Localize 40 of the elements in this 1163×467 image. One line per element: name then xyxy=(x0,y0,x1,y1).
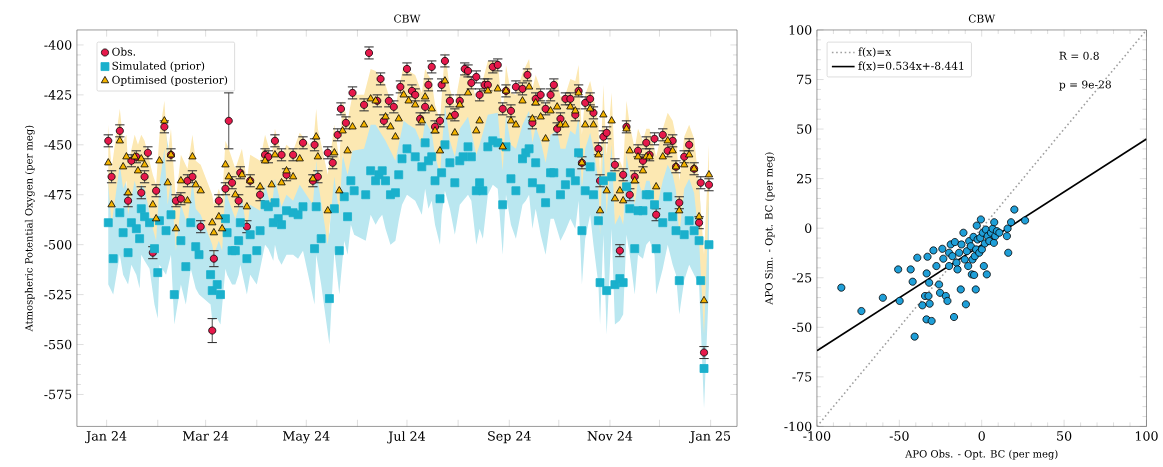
y-tick-label: -425 xyxy=(44,89,72,100)
annotation: R = 0.8 xyxy=(1059,51,1099,60)
chart-title: CBW xyxy=(968,14,996,23)
x-axis-title: APO Obs. - Opt. BC (per meg) xyxy=(905,449,1058,460)
y-tick-label: -25 xyxy=(792,272,812,283)
x-tick-label: Nov 24 xyxy=(587,430,633,441)
x-tick-label: Jan 24 xyxy=(85,430,127,443)
y-axis-title: Atmospheric Potential Oxygen (per meg) xyxy=(24,125,35,332)
y-tick-label: 25 xyxy=(796,173,812,184)
legend-label: Optimised (posterior) xyxy=(112,75,228,86)
x-tick-label: Jan 25 xyxy=(689,430,731,443)
y-tick-label: -500 xyxy=(44,239,72,250)
legend-label: f(x)=x xyxy=(858,47,892,57)
x-tick-label: Mar 24 xyxy=(182,430,229,441)
x-tick-label: 0 xyxy=(978,430,985,441)
y-tick-label: 50 xyxy=(797,124,812,134)
x-tick-label: 50 xyxy=(1057,430,1072,441)
x-tick-label: 100 xyxy=(1135,430,1158,441)
x-tick-label: Sep 24 xyxy=(488,430,531,443)
y-tick-label: 0 xyxy=(805,223,812,233)
y-tick-label: -550 xyxy=(44,339,72,350)
y-tick-label: 75 xyxy=(797,74,812,85)
y-tick-label: -75 xyxy=(792,371,812,382)
y-tick-label: -400 xyxy=(44,39,72,50)
y-tick-label: -525 xyxy=(44,289,72,300)
y-tick-label: -575 xyxy=(44,389,72,399)
y-tick-label: -50 xyxy=(792,322,812,332)
x-tick-label: May 24 xyxy=(283,430,330,444)
legend-label: Obs. xyxy=(112,47,136,56)
y-tick-label: -475 xyxy=(44,189,72,200)
chart-title: CBW xyxy=(394,14,421,23)
x-tick-label: Jul 24 xyxy=(387,430,426,444)
y-tick-label: -450 xyxy=(44,139,72,150)
y-tick-label: 100 xyxy=(789,24,812,35)
legend-label: Simulated (prior) xyxy=(112,61,205,72)
x-tick-label: -50 xyxy=(889,430,909,441)
y-axis-title: APO Sim. - Opt. BC (per meg) xyxy=(764,152,775,305)
annotation: p = 9e-28 xyxy=(1059,80,1111,91)
y-tick-label: -100 xyxy=(784,421,812,432)
legend-label: f(x)=0.534x+-8.441 xyxy=(858,61,964,72)
